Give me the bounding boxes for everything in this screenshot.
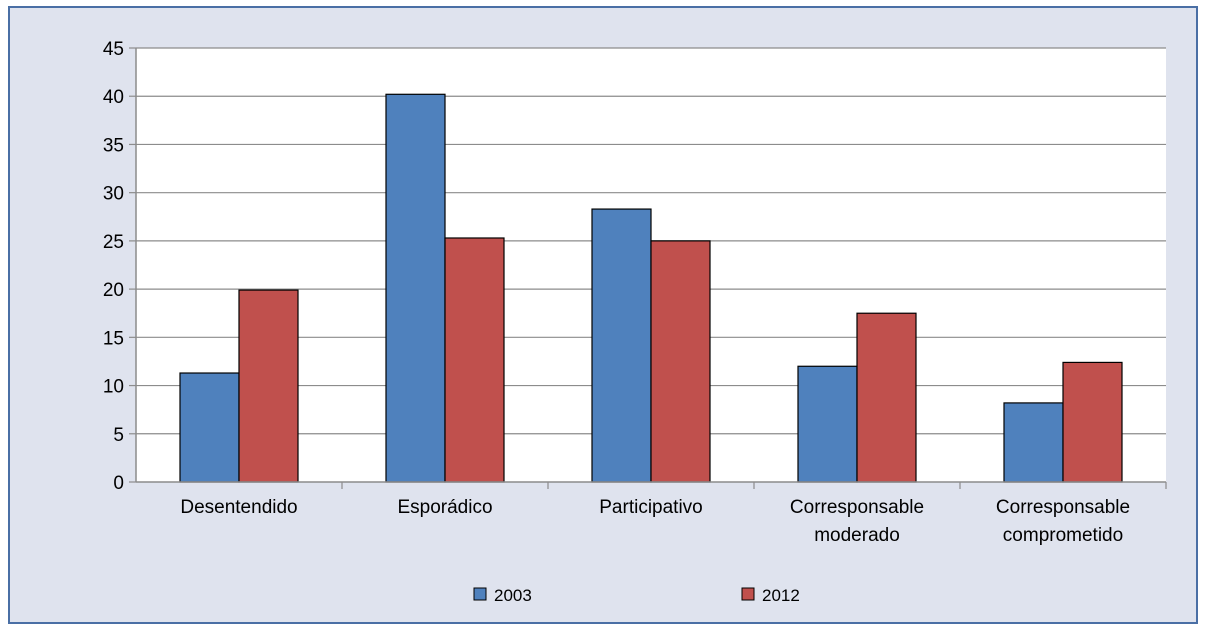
x-category-label: Desentendido — [180, 497, 297, 518]
legend-swatch-2012 — [741, 587, 755, 601]
bar-2012-0 — [238, 289, 299, 483]
bar-2012-1 — [444, 237, 505, 483]
chart-frame: 0 5 10 15 20 25 30 35 40 45 Desentendido Esporádic… — [8, 6, 1198, 624]
y-axis-ticks: 0 5 10 15 20 25 30 35 40 45 — [103, 39, 136, 494]
bar-2003-1 — [385, 93, 446, 483]
axes — [135, 48, 1167, 489]
y-tick-label: 15 — [103, 328, 124, 349]
bar-2003-4 — [1003, 402, 1064, 483]
bar-2012-2 — [650, 240, 711, 483]
legend: 2003 2012 — [473, 586, 800, 605]
x-axis-labels: Desentendido Esporádico Participativo Corre… — [180, 497, 1130, 546]
bar-2003-2 — [591, 208, 652, 483]
legend-label-2003: 2003 — [494, 586, 532, 605]
x-category-label: Corresponsable moderado — [790, 497, 924, 546]
y-tick-label: 30 — [103, 184, 124, 205]
bar-2012-3 — [856, 312, 917, 483]
y-tick-label: 20 — [103, 280, 124, 301]
bar-2012-4 — [1062, 361, 1123, 483]
y-tick-label: 40 — [103, 87, 124, 108]
bar-chart: 0 5 10 15 20 25 30 35 40 45 Desentendido Esporádic… — [103, 39, 1167, 605]
y-tick-label: 45 — [103, 39, 124, 60]
x-category-label: Participativo — [599, 497, 703, 518]
y-tick-label: 10 — [103, 377, 124, 398]
legend-label-2012: 2012 — [762, 586, 800, 605]
legend-swatch-2003 — [473, 587, 487, 601]
bars — [179, 93, 1123, 483]
y-tick-label: 0 — [113, 473, 124, 494]
y-tick-label: 35 — [103, 135, 124, 156]
x-category-label: Esporádico — [397, 497, 492, 518]
bar-2003-0 — [179, 372, 240, 483]
y-tick-label: 5 — [113, 425, 124, 446]
x-category-label: Corresponsable comprometido — [996, 497, 1130, 546]
bar-2003-3 — [797, 365, 858, 483]
y-tick-label: 25 — [103, 232, 124, 253]
